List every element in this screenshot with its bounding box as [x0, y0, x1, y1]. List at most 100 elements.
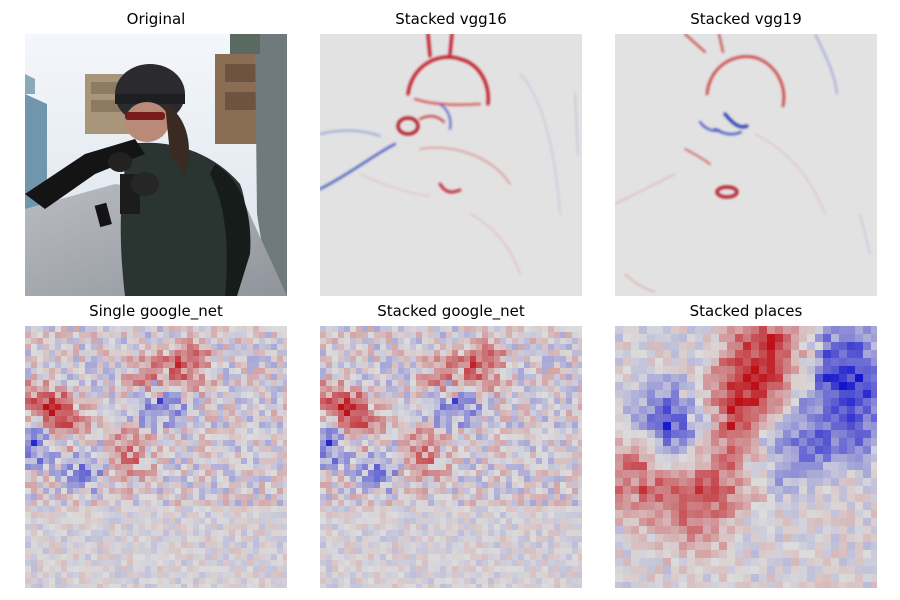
heatmap-cell: [392, 458, 398, 464]
heatmap-cell: [259, 488, 265, 494]
heatmap-cell: [476, 344, 482, 350]
heatmap-cell: [615, 430, 623, 438]
heatmap-cell: [61, 416, 67, 422]
heatmap-cell: [623, 582, 631, 588]
heatmap-cell: [855, 582, 863, 588]
heatmap-cell: [326, 566, 332, 572]
heatmap-cell: [43, 524, 49, 530]
heatmap-cell: [374, 482, 380, 488]
heatmap-cell: [671, 374, 679, 382]
heatmap-cell: [735, 334, 743, 342]
heatmap-cell: [326, 416, 332, 422]
heatmap-cell: [109, 584, 115, 588]
heatmap-cell: [85, 404, 91, 410]
heatmap-cell: [470, 374, 476, 380]
heatmap-cell: [241, 536, 247, 542]
heatmap-cell: [542, 560, 548, 566]
heatmap-cell: [169, 386, 175, 392]
heatmap-cell: [791, 510, 799, 518]
heatmap-cell: [791, 446, 799, 454]
heatmap-cell: [506, 542, 512, 548]
heatmap-cell: [374, 386, 380, 392]
heatmap-cell: [193, 446, 199, 452]
heatmap-cell: [542, 380, 548, 386]
heatmap-cell: [320, 428, 326, 434]
heatmap-cell: [783, 574, 791, 582]
heatmap-cell: [494, 494, 500, 500]
heatmap-cell: [283, 392, 287, 398]
heatmap-cell: [133, 404, 139, 410]
heatmap-cell: [404, 326, 410, 332]
heatmap-cell: [711, 366, 719, 374]
heatmap-cell: [356, 356, 362, 362]
heatmap-cell: [133, 332, 139, 338]
heatmap-cell: [663, 454, 671, 462]
heatmap-cell: [61, 338, 67, 344]
heatmap-cell: [79, 338, 85, 344]
heatmap-cell: [223, 368, 229, 374]
heatmap-cell: [193, 572, 199, 578]
heatmap-cell: [79, 344, 85, 350]
heatmap-cell: [663, 510, 671, 518]
heatmap-cell: [350, 368, 356, 374]
heatmap-cell: [452, 434, 458, 440]
heatmap-cell: [536, 380, 542, 386]
heatmap-cell: [799, 446, 807, 454]
heatmap-cell: [127, 470, 133, 476]
heatmap-cell: [338, 416, 344, 422]
heatmap-cell: [488, 338, 494, 344]
heatmap-cell: [572, 410, 578, 416]
heatmap-cell: [265, 446, 271, 452]
heatmap-cell: [193, 512, 199, 518]
heatmap-cell: [566, 500, 572, 506]
heatmap-cell: [169, 566, 175, 572]
heatmap-cell: [578, 344, 582, 350]
heatmap-cell: [175, 476, 181, 482]
heatmap-cell: [759, 350, 767, 358]
heatmap-cell: [181, 326, 187, 332]
heatmap-cell: [416, 362, 422, 368]
heatmap-cell: [404, 392, 410, 398]
heatmap-cell: [181, 584, 187, 588]
heatmap-cell: [344, 386, 350, 392]
heatmap-cell: [283, 560, 287, 566]
heatmap-cell: [169, 548, 175, 554]
heatmap-cell: [374, 536, 380, 542]
heatmap-cell: [751, 470, 759, 478]
heatmap-cell: [49, 548, 55, 554]
heatmap-cell: [380, 452, 386, 458]
heatmap-cell: [247, 506, 253, 512]
heatmap-cell: [55, 578, 61, 584]
heatmap-cell: [863, 446, 871, 454]
heatmap-cell: [31, 428, 37, 434]
heatmap-cell: [145, 446, 151, 452]
heatmap-cell: [368, 548, 374, 554]
heatmap-cell: [458, 554, 464, 560]
heatmap-cell: [751, 558, 759, 566]
heatmap-cell: [223, 380, 229, 386]
heatmap-cell: [362, 362, 368, 368]
heatmap-cell: [235, 566, 241, 572]
heatmap-cell: [500, 344, 506, 350]
heatmap-cell: [470, 386, 476, 392]
heatmap-cell: [863, 582, 871, 588]
heatmap-cell: [647, 374, 655, 382]
heatmap-cell: [404, 572, 410, 578]
heatmap-cell: [512, 350, 518, 356]
heatmap-cell: [362, 452, 368, 458]
heatmap-cell: [767, 542, 775, 550]
heatmap-cell: [512, 404, 518, 410]
heatmap-cell: [855, 502, 863, 510]
heatmap-cell: [121, 554, 127, 560]
heatmap-cell: [380, 494, 386, 500]
heatmap-cell: [518, 380, 524, 386]
heatmap-cell: [25, 488, 31, 494]
heatmap-cell: [759, 470, 767, 478]
heatmap-cell: [356, 494, 362, 500]
heatmap-cell: [735, 398, 743, 406]
heatmap-cell: [548, 452, 554, 458]
heatmap-cell: [703, 382, 711, 390]
heatmap-cell: [404, 554, 410, 560]
heatmap-cell: [259, 536, 265, 542]
heatmap-cell: [25, 536, 31, 542]
